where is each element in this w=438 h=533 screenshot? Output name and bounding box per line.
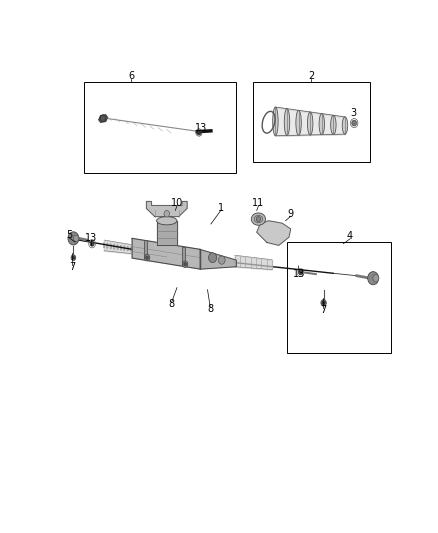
Circle shape <box>197 130 201 135</box>
Ellipse shape <box>319 114 325 135</box>
Circle shape <box>164 211 170 217</box>
Circle shape <box>256 216 261 222</box>
Text: 10: 10 <box>171 198 183 208</box>
Text: 13: 13 <box>85 233 98 243</box>
Text: 1: 1 <box>218 203 224 213</box>
Ellipse shape <box>131 247 132 252</box>
Circle shape <box>352 120 357 126</box>
Circle shape <box>145 254 150 261</box>
Circle shape <box>71 255 76 261</box>
Ellipse shape <box>331 115 336 134</box>
Circle shape <box>74 235 79 241</box>
Bar <box>144 240 148 257</box>
Ellipse shape <box>157 216 177 225</box>
Circle shape <box>68 232 79 245</box>
Ellipse shape <box>110 244 111 249</box>
Polygon shape <box>156 221 177 245</box>
Circle shape <box>208 253 217 263</box>
Text: 4: 4 <box>347 231 353 241</box>
Circle shape <box>219 256 225 264</box>
Ellipse shape <box>284 109 290 135</box>
Ellipse shape <box>120 245 122 250</box>
Circle shape <box>182 261 188 268</box>
Text: 6: 6 <box>128 71 134 81</box>
Circle shape <box>72 256 74 259</box>
Text: 8: 8 <box>169 299 175 309</box>
Circle shape <box>90 241 94 246</box>
Text: 11: 11 <box>252 198 265 208</box>
Polygon shape <box>200 249 237 269</box>
Ellipse shape <box>254 215 263 223</box>
Circle shape <box>298 270 303 275</box>
Polygon shape <box>99 115 107 122</box>
Bar <box>182 247 185 264</box>
Bar <box>253 83 371 163</box>
Bar <box>287 243 391 353</box>
Circle shape <box>373 274 379 282</box>
Circle shape <box>322 301 325 304</box>
Polygon shape <box>257 221 291 245</box>
Text: 5: 5 <box>66 230 72 240</box>
Text: 13: 13 <box>293 269 305 279</box>
Ellipse shape <box>251 213 265 225</box>
Ellipse shape <box>273 107 278 136</box>
Text: 8: 8 <box>207 304 213 314</box>
Ellipse shape <box>103 243 105 248</box>
Ellipse shape <box>127 246 128 251</box>
Text: 3: 3 <box>350 108 357 118</box>
Circle shape <box>368 272 378 285</box>
Text: 7: 7 <box>69 262 75 272</box>
Ellipse shape <box>113 244 115 249</box>
Ellipse shape <box>307 112 313 135</box>
Polygon shape <box>146 201 187 216</box>
Circle shape <box>146 256 148 260</box>
Circle shape <box>184 263 187 266</box>
Circle shape <box>100 115 106 122</box>
Text: 2: 2 <box>308 71 314 81</box>
Text: 7: 7 <box>320 305 326 315</box>
Polygon shape <box>276 107 345 136</box>
Polygon shape <box>132 238 201 269</box>
Ellipse shape <box>117 245 118 249</box>
Ellipse shape <box>296 110 301 135</box>
Bar <box>84 83 237 173</box>
Ellipse shape <box>124 246 125 251</box>
Ellipse shape <box>107 243 108 248</box>
Circle shape <box>321 300 326 306</box>
Text: 13: 13 <box>194 124 207 133</box>
Ellipse shape <box>342 117 348 134</box>
Text: 9: 9 <box>288 209 294 219</box>
